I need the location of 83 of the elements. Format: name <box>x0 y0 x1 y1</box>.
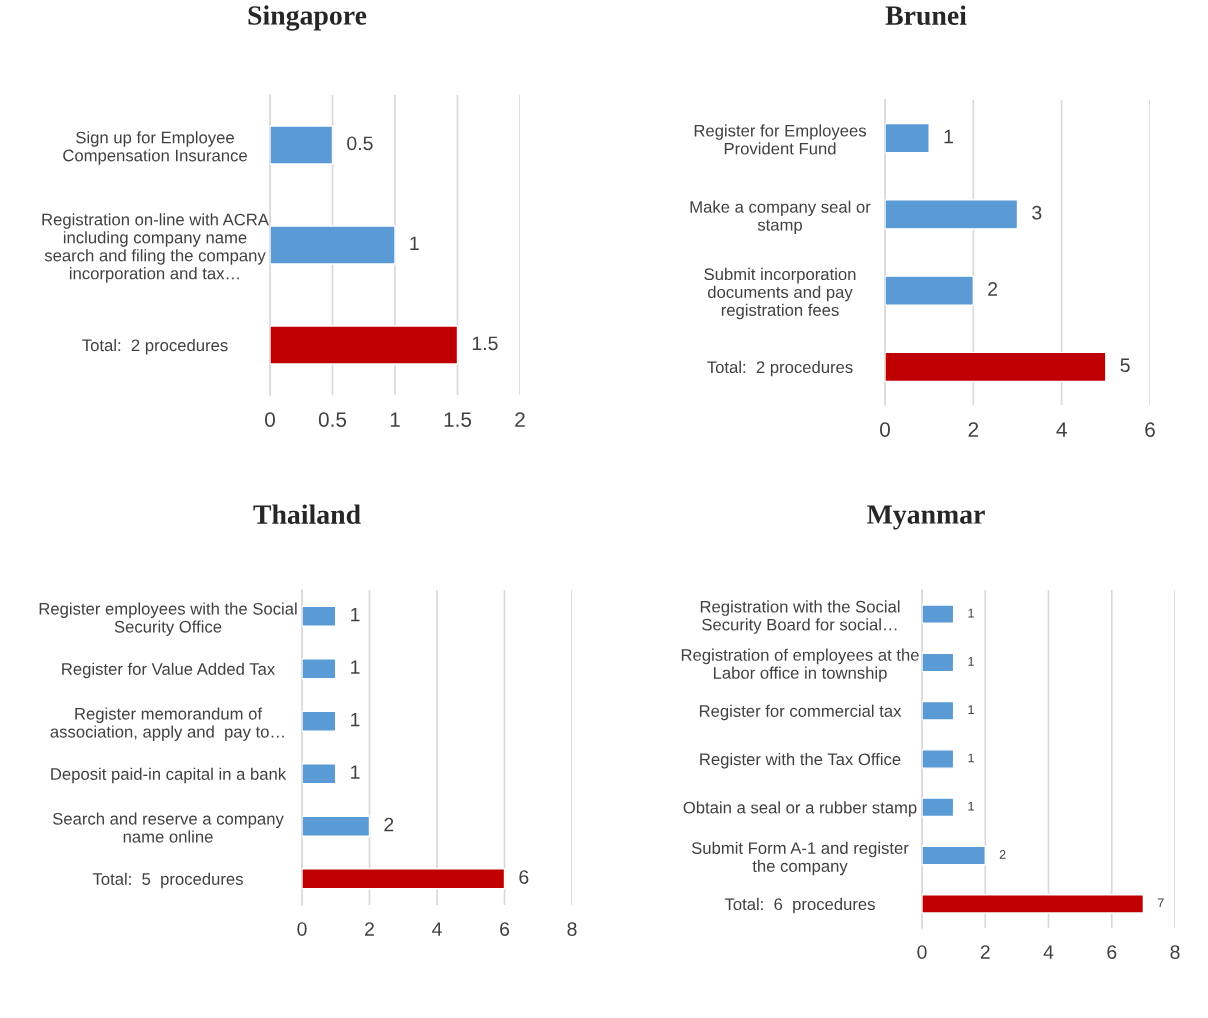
y-tick-label: Obtain a seal or a rubber stamp <box>683 801 917 817</box>
x-tick-label: 2 <box>968 422 979 437</box>
y-tick-label: Sign up for Employee Compensation Insurance <box>63 131 247 165</box>
bar <box>922 845 986 866</box>
bar <box>922 604 955 625</box>
y-tick-label: Registration of employees at the Labor office in township <box>681 648 919 683</box>
x-tick-label: 1 <box>390 412 400 427</box>
x-tick-label: 0 <box>917 945 927 959</box>
data-label: 1 <box>968 657 974 666</box>
data-label: 1 <box>351 765 360 779</box>
y-tick-label: Submit incorporation documents and pay registration fees <box>704 267 856 320</box>
y-tick-label: Register with the Tax Office <box>700 752 901 769</box>
x-tick-label: 6 <box>500 922 510 936</box>
x-tick-label: 4 <box>432 922 442 936</box>
bar <box>302 763 337 785</box>
x-tick-label: 8 <box>567 922 577 936</box>
data-label: 1 <box>944 129 953 144</box>
data-label: 1 <box>351 660 360 674</box>
x-tick-label: 2 <box>980 945 990 959</box>
data-label: 1 <box>968 608 974 618</box>
y-tick-label: Register for commercial tax <box>699 704 902 721</box>
bar <box>302 868 506 890</box>
bar <box>885 199 1019 230</box>
y-tick-label: Register for Employees Provident Fund <box>694 124 867 155</box>
y-tick-label: Total: 6 procedures <box>724 897 875 914</box>
bar <box>885 275 975 306</box>
bar <box>270 225 396 265</box>
bar <box>885 351 1107 383</box>
bar <box>302 605 337 627</box>
bar <box>922 893 1145 914</box>
y-tick-label: Registration on-line with ACRA including company name search and filing the company incorporation and tax… <box>42 213 269 283</box>
y-tick-label: Registration with the Social Security Board for social… <box>700 600 900 634</box>
data-label: 2 <box>988 282 998 296</box>
x-tick-label: 8 <box>1170 945 1180 959</box>
data-label: 1 <box>410 236 419 251</box>
data-label: 3 <box>1032 205 1042 220</box>
bar <box>922 749 955 769</box>
y-tick-label: Search and reserve a company name online <box>52 812 284 843</box>
bar <box>885 122 930 154</box>
y-tick-label: Register employees with the Social Security Office <box>39 602 297 636</box>
y-tick-label: Make a company seal or stamp <box>690 200 871 235</box>
x-tick-label: 4 <box>1056 422 1067 437</box>
bar <box>922 797 955 818</box>
data-label: 1 <box>968 705 974 714</box>
chart-title: Brunei <box>885 5 967 26</box>
x-tick-label: 6 <box>1145 422 1155 437</box>
chart-title: Thailand <box>253 504 361 524</box>
data-label: 1 <box>351 607 360 622</box>
y-tick-label: Total: 5 procedures <box>92 872 243 889</box>
bar <box>302 658 337 680</box>
x-tick-label: 6 <box>1107 945 1117 959</box>
x-tick-label: 0 <box>265 412 275 427</box>
data-label: 1 <box>968 801 974 811</box>
bar <box>270 325 459 365</box>
x-tick-label: 4 <box>1043 945 1054 959</box>
x-tick-label: 0 <box>880 422 890 437</box>
bar <box>302 710 337 732</box>
data-label: 6 <box>519 870 529 884</box>
chart-title: Singapore <box>248 5 367 31</box>
x-tick-label: 0 <box>297 922 307 936</box>
chart-title: Myanmar <box>867 505 985 530</box>
data-label: 5 <box>1120 358 1130 373</box>
y-tick-label: Register memorandum of association, apply and pay to… <box>50 707 284 741</box>
data-label: 2 <box>384 817 394 832</box>
y-tick-label: Deposit paid-in capital in a bank <box>51 767 287 784</box>
data-label: 7 <box>1157 898 1164 908</box>
data-label: 2 <box>999 850 1006 859</box>
x-tick-label: 1.5 <box>444 412 472 427</box>
x-tick-label: 2 <box>365 922 374 936</box>
data-label: 1 <box>968 753 974 763</box>
x-tick-label: 2 <box>515 412 525 427</box>
x-tick-label: 0.5 <box>318 412 347 427</box>
data-label: 0.5 <box>347 136 373 151</box>
bar <box>302 815 371 837</box>
data-label: 1 <box>351 712 360 727</box>
bar <box>270 125 334 165</box>
data-label: 1.5 <box>472 336 498 351</box>
y-tick-label: Register for Value Added Tax <box>62 662 275 679</box>
bar <box>922 700 955 721</box>
y-tick-label: Total: 2 procedures <box>82 338 228 355</box>
y-tick-label: Total: 2 procedures <box>707 360 853 377</box>
bar <box>922 652 955 673</box>
y-tick-label: Submit Form A-1 and register the company <box>691 841 909 876</box>
